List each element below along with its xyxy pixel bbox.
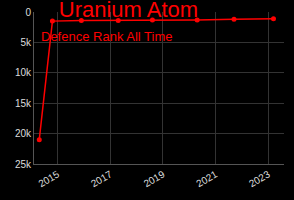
svg-text:5k: 5k xyxy=(20,37,32,48)
svg-text:0: 0 xyxy=(25,7,31,18)
svg-text:10k: 10k xyxy=(15,67,32,78)
svg-text:25k: 25k xyxy=(15,159,32,170)
svg-text:15k: 15k xyxy=(15,98,32,109)
svg-text:2023: 2023 xyxy=(247,168,272,189)
svg-text:20k: 20k xyxy=(15,128,32,139)
svg-text:2017: 2017 xyxy=(89,168,114,189)
svg-text:Defence Rank All Time: Defence Rank All Time xyxy=(41,29,173,44)
svg-text:Uranium Atom: Uranium Atom xyxy=(59,0,198,22)
svg-text:2021: 2021 xyxy=(194,168,219,189)
svg-text:2019: 2019 xyxy=(142,168,167,189)
svg-text:2015: 2015 xyxy=(36,168,61,189)
